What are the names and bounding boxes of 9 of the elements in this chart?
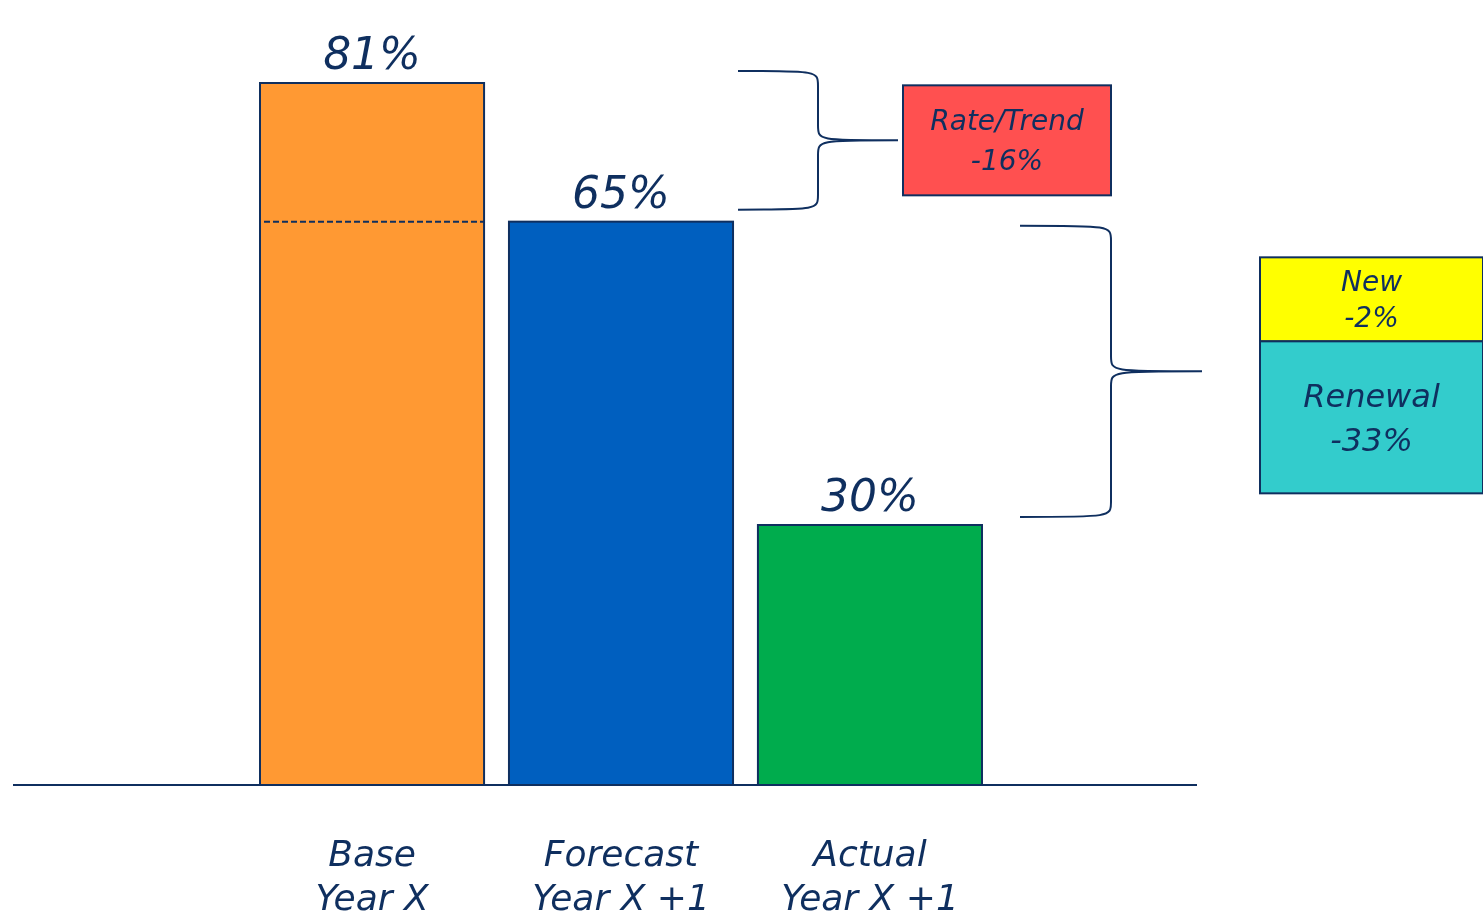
data-label: 30% <box>821 470 919 521</box>
data-label: 65% <box>572 166 670 218</box>
x-tick-label: Base Year X <box>315 833 430 916</box>
annotation: Rate/Trend -16% <box>930 104 1084 178</box>
x-tick-label: Actual Year X +1 <box>781 833 959 916</box>
text: Renewal -33% <box>1303 376 1440 459</box>
x-tick-label: Forecast Year X +1 <box>532 833 710 916</box>
data-label: 81% <box>323 28 421 79</box>
text: New -2% <box>1340 265 1403 335</box>
